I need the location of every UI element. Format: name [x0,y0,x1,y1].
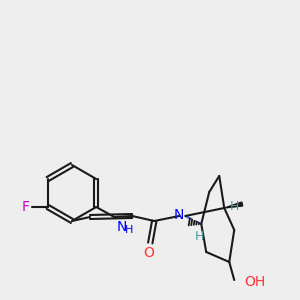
Text: N: N [174,208,184,222]
Polygon shape [224,202,243,208]
Text: H: H [230,200,239,212]
Text: N: N [116,220,127,234]
Text: H: H [195,230,204,242]
Text: OH: OH [244,275,266,289]
Text: O: O [143,246,154,260]
Text: H: H [125,225,134,235]
Text: F: F [22,200,30,214]
